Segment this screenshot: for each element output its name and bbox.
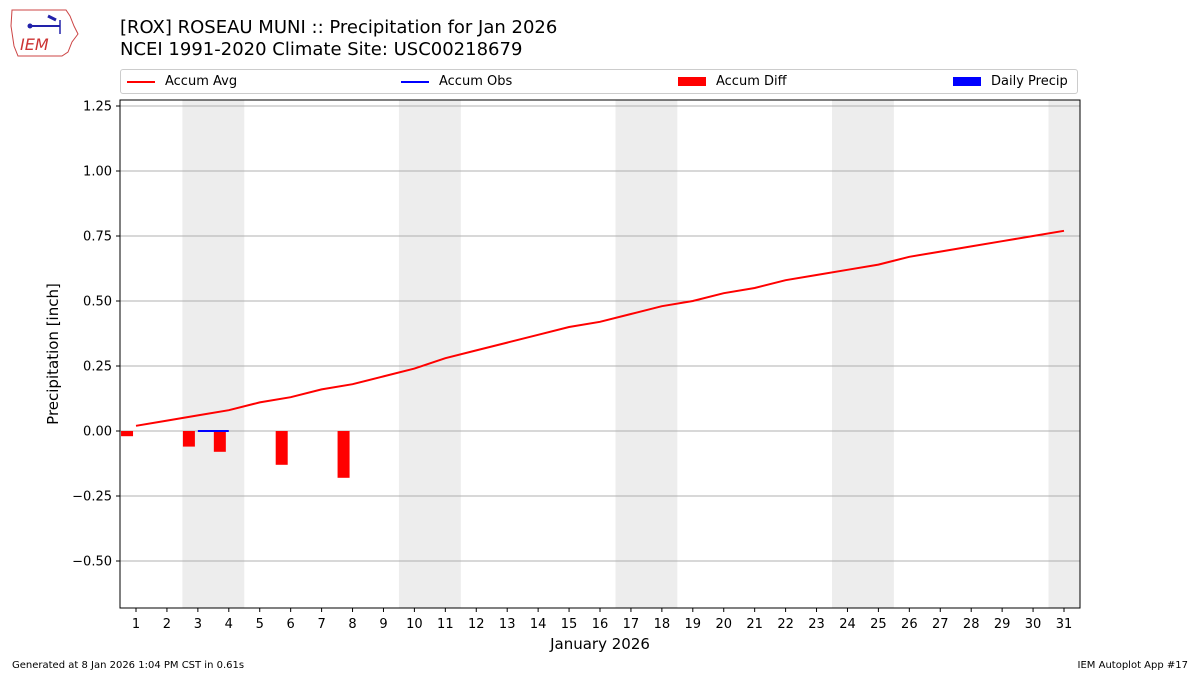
- x-tick-label: 26: [901, 617, 918, 632]
- red-line-swatch-icon: [127, 80, 155, 83]
- x-tick-label: 18: [654, 617, 671, 632]
- accum-diff-bar: [337, 431, 350, 478]
- title-line-2: NCEI 1991-2020 Climate Site: USC00218679: [120, 39, 523, 60]
- y-tick-label: 0.00: [83, 425, 112, 440]
- x-tick-label: 25: [870, 617, 887, 632]
- x-tick-label: 14: [530, 617, 547, 632]
- x-tick-label: 19: [685, 617, 702, 632]
- x-tick-label: 24: [839, 617, 856, 632]
- weekend-shade: [182, 100, 245, 608]
- legend-label: Accum Diff: [716, 74, 787, 89]
- blue-bar-swatch-icon: [953, 77, 981, 86]
- legend-label: Daily Precip: [991, 74, 1068, 89]
- accum-diff-bar: [275, 431, 288, 465]
- plot-frame: [119, 99, 1081, 609]
- accum-diff-bar: [182, 431, 195, 447]
- legend-item-accum-avg: Accum Avg: [127, 74, 237, 89]
- x-tick-label: 4: [225, 617, 233, 632]
- x-axis-label: January 2026: [549, 635, 650, 653]
- red-bar-swatch-icon: [678, 77, 706, 86]
- generated-timestamp: Generated at 8 Jan 2026 1:04 PM CST in 0…: [12, 660, 245, 671]
- x-tick-label: 9: [379, 617, 387, 632]
- x-tick-label: 30: [1025, 617, 1042, 632]
- x-tick-label: 16: [592, 617, 609, 632]
- x-tick-label: 13: [499, 617, 516, 632]
- y-tick-label: 0.50: [83, 295, 112, 310]
- x-tick-label: 17: [623, 617, 640, 632]
- y-tick-label: −0.25: [72, 490, 112, 505]
- x-tick-label: 11: [437, 617, 454, 632]
- weekend-shade: [398, 100, 461, 608]
- weekend-shade: [1048, 100, 1080, 608]
- x-tick-label: 27: [932, 617, 949, 632]
- x-tick-label: 10: [406, 617, 423, 632]
- iem-logo: IEM: [8, 6, 80, 60]
- legend-item-accum-obs: Accum Obs: [401, 74, 512, 89]
- x-tick-label: 3: [194, 617, 202, 632]
- x-tick-label: 29: [994, 617, 1011, 632]
- x-tick-label: 1: [132, 617, 140, 632]
- accum-diff-bar: [121, 431, 134, 437]
- x-tick-label: 8: [348, 617, 356, 632]
- y-tick-label: 1.00: [83, 165, 112, 180]
- accum-avg-line: [135, 229, 1065, 427]
- app-label: IEM Autoplot App #17: [1077, 660, 1188, 671]
- chart-title: [ROX] ROSEAU MUNI :: Precipitation for J…: [120, 17, 557, 61]
- x-tick-label: 2: [163, 617, 171, 632]
- accum-diff-bar: [213, 431, 226, 452]
- y-tick-label: 0.25: [83, 360, 112, 375]
- x-tick-label: 7: [317, 617, 325, 632]
- x-tick-label: 6: [287, 617, 295, 632]
- x-tick-label: 12: [468, 617, 485, 632]
- legend-item-accum-diff: Accum Diff: [678, 74, 787, 89]
- y-tick-label: 0.75: [83, 230, 112, 245]
- x-tick-label: 21: [746, 617, 763, 632]
- x-tick-label: 22: [777, 617, 794, 632]
- legend-label: Accum Obs: [439, 74, 513, 89]
- blue-line-swatch-icon: [401, 80, 429, 83]
- weekend-shade: [615, 100, 678, 608]
- x-tick-label: 28: [963, 617, 980, 632]
- x-tick-label: 5: [256, 617, 264, 632]
- x-tick-label: 31: [1056, 617, 1073, 632]
- legend-label: Accum Avg: [165, 74, 238, 89]
- legend-item-daily-precip: Daily Precip: [953, 74, 1068, 89]
- y-tick-label: 1.25: [83, 100, 112, 115]
- chart-legend: Accum Avg Accum Obs Accum Diff Daily Pre…: [120, 69, 1078, 94]
- weekend-shade: [832, 100, 894, 608]
- svg-text:IEM: IEM: [20, 35, 49, 54]
- title-line-1: [ROX] ROSEAU MUNI :: Precipitation for J…: [120, 17, 558, 38]
- x-tick-label: 15: [561, 617, 578, 632]
- x-tick-label: 23: [808, 617, 825, 632]
- y-axis-label: Precipitation [inch]: [44, 283, 62, 425]
- x-tick-label: 20: [715, 617, 732, 632]
- y-tick-label: −0.50: [72, 555, 112, 570]
